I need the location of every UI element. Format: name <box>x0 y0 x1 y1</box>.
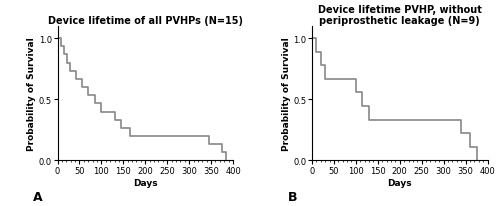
Title: Device lifetime of all PVHPs (N=15): Device lifetime of all PVHPs (N=15) <box>48 16 243 26</box>
Y-axis label: Probability of Survival: Probability of Survival <box>27 37 36 150</box>
Title: Device lifetime PVHP, without
periprosthetic leakage (N=9): Device lifetime PVHP, without periprosth… <box>318 5 482 26</box>
X-axis label: Days: Days <box>388 178 412 187</box>
Text: B: B <box>288 190 297 203</box>
Text: A: A <box>33 190 42 203</box>
Y-axis label: Probability of Survival: Probability of Survival <box>282 37 290 150</box>
X-axis label: Days: Days <box>133 178 158 187</box>
